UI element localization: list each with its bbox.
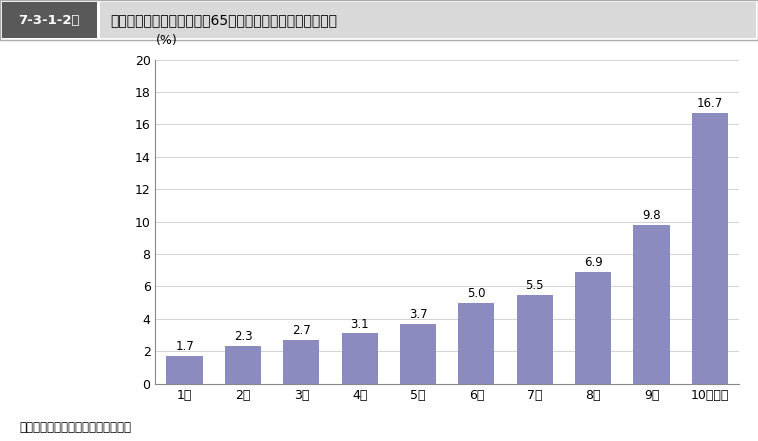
Bar <box>100 2 756 38</box>
Text: 5.0: 5.0 <box>467 287 486 300</box>
Text: 7-3-1-2図: 7-3-1-2図 <box>17 14 80 26</box>
Text: 2.7: 2.7 <box>292 324 311 337</box>
Bar <box>692 113 728 384</box>
Text: 1.7: 1.7 <box>175 340 194 353</box>
Bar <box>167 356 202 384</box>
Text: 3.1: 3.1 <box>350 318 369 330</box>
Bar <box>517 295 553 384</box>
Text: 16.7: 16.7 <box>697 97 723 110</box>
Text: 6.9: 6.9 <box>584 256 603 269</box>
Text: 9.8: 9.8 <box>642 209 661 222</box>
Text: 5.5: 5.5 <box>525 279 544 292</box>
Bar <box>2 2 97 38</box>
Bar <box>575 272 611 384</box>
Bar <box>459 303 494 384</box>
Bar <box>634 225 669 384</box>
Bar <box>342 333 377 384</box>
Bar <box>283 340 319 384</box>
Text: 調査対象者中の総犯歴数別65歳以上の犯歴がある者の比率: 調査対象者中の総犯歴数別65歳以上の犯歴がある者の比率 <box>111 13 337 27</box>
Text: 注　法務総合研究所の調査による。: 注 法務総合研究所の調査による。 <box>19 422 131 434</box>
Text: 3.7: 3.7 <box>409 308 428 321</box>
Text: 2.3: 2.3 <box>233 330 252 344</box>
Bar <box>225 346 261 384</box>
Text: (%): (%) <box>155 34 177 47</box>
Bar <box>400 324 436 384</box>
